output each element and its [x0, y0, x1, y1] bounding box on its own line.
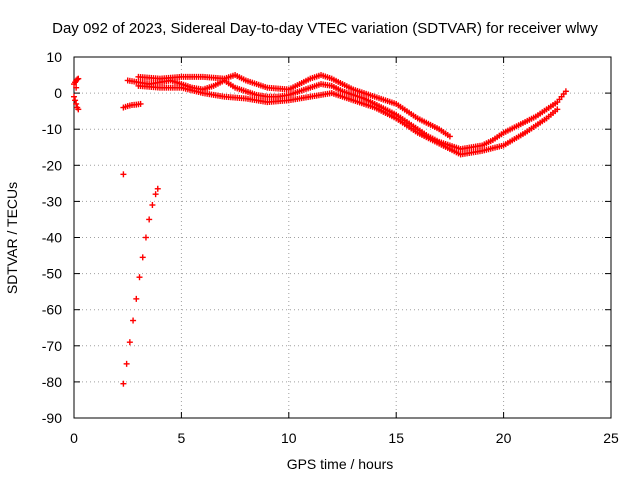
y-axis-label: SDTVAR / TECUs: [4, 182, 20, 294]
y-tick-label: -80: [42, 374, 62, 390]
data-point-outlier: [120, 171, 127, 178]
data-point-descent: [142, 234, 149, 241]
data-point-near-zero-start: [73, 100, 80, 107]
data-point-near-zero-start: [75, 75, 82, 82]
y-tick-label: -10: [42, 121, 62, 137]
x-tick-label: 25: [603, 430, 619, 446]
x-tick-label: 5: [178, 430, 186, 446]
data-point-main-track: [562, 88, 569, 95]
grid-lines: [74, 57, 611, 418]
data-point-near-zero-start: [71, 93, 77, 100]
y-tick-label: 10: [46, 49, 62, 65]
data-point-descent: [120, 380, 127, 387]
x-tick-label: 15: [388, 430, 404, 446]
y-tick-label: -50: [42, 266, 62, 282]
x-axis-label: GPS time / hours: [287, 456, 394, 472]
data-point-short-segment: [137, 100, 144, 107]
data-point-near-zero-start: [75, 106, 82, 113]
data-point-descent: [133, 295, 140, 302]
data-point-descent: [136, 274, 143, 281]
data-point-descent: [152, 191, 159, 198]
chart-title: Day 092 of 2023, Sidereal Day-to-day VTE…: [52, 20, 598, 37]
axis-ticks: 0 5 10 15 20 25 10 0 -10 -20 -30 -40 -50 -60 -70 -80 -90: [42, 49, 619, 446]
y-tick-label: 0: [54, 85, 62, 101]
data-points: [71, 72, 569, 387]
data-point-descent: [126, 339, 133, 346]
data-point-upper-band: [446, 133, 453, 140]
y-tick-label: -90: [42, 410, 62, 426]
data-point-near-zero-start: [72, 97, 79, 104]
y-tick-label: -40: [42, 230, 62, 246]
data-point-near-zero-start: [73, 84, 80, 91]
data-point-descent: [130, 317, 137, 324]
data-point-descent: [139, 254, 146, 261]
y-tick-label: -20: [42, 157, 62, 173]
y-tick-label: -70: [42, 338, 62, 354]
data-point-descent: [154, 185, 161, 192]
y-tick-label: -60: [42, 302, 62, 318]
data-point-lower-band: [554, 106, 561, 113]
data-point-descent: [146, 216, 153, 223]
data-point-near-zero-start: [74, 76, 81, 83]
x-tick-label: 10: [281, 430, 297, 446]
x-tick-label: 0: [70, 430, 78, 446]
y-tick-label: -30: [42, 193, 62, 209]
data-point-descent: [123, 360, 130, 367]
data-point-descent: [149, 202, 156, 209]
x-tick-label: 20: [496, 430, 512, 446]
